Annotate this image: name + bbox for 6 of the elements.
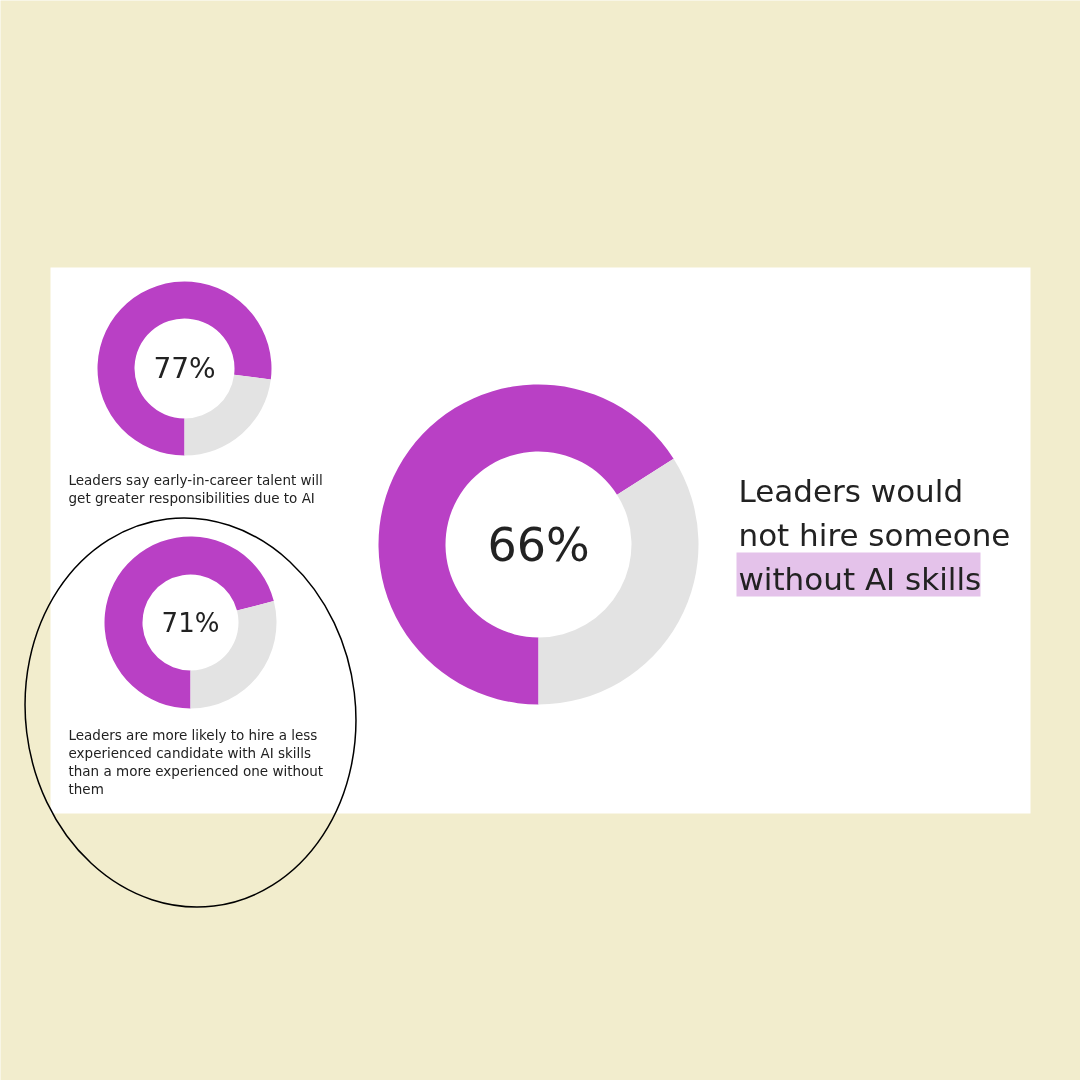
text: 77% bbox=[153, 352, 216, 385]
text: 71% bbox=[161, 607, 220, 638]
text: 66% bbox=[487, 517, 590, 572]
text: Leaders would not hire someone without AI skills bbox=[738, 472, 1011, 597]
text: Leaders are more likely to hire a less experienced candidate with AI skills than a more experienced one without them bbox=[68, 726, 324, 797]
text: Leaders say early-in-career talent will get greater responsibilities due to AI bbox=[68, 471, 323, 506]
